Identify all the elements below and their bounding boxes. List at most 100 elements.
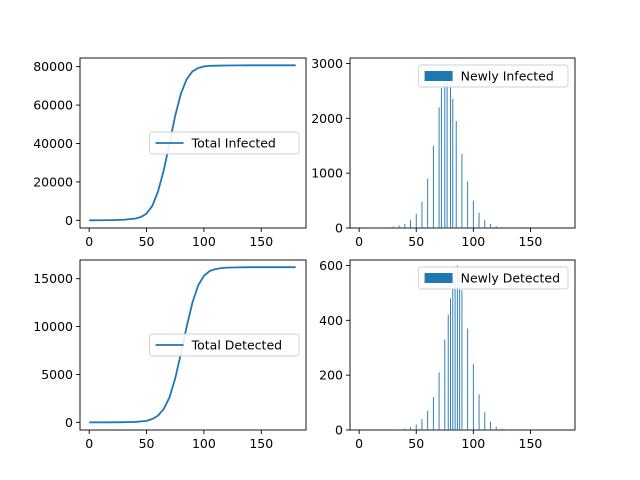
- x-tick-label: 100: [192, 234, 216, 249]
- bar: [440, 88, 442, 228]
- x-tick-label: 100: [461, 234, 485, 249]
- axes-frame: [79, 57, 307, 229]
- bar: [438, 107, 440, 228]
- y-tick-label: 80000: [33, 59, 73, 74]
- bar: [478, 394, 480, 430]
- y-tick-label: 20000: [33, 174, 73, 189]
- plot-area: [89, 266, 296, 424]
- x-tick-label: 0: [355, 234, 363, 249]
- legend-frame: [418, 266, 569, 290]
- x-tick-label: 150: [519, 436, 543, 451]
- bar: [459, 276, 461, 430]
- y-tick-label: 3000: [311, 56, 343, 71]
- bar: [387, 227, 389, 228]
- legend-frame: [149, 131, 300, 155]
- x-tick-label: 0: [85, 436, 93, 451]
- y-tick-label: 0: [335, 423, 343, 438]
- bar: [446, 70, 448, 228]
- y-tick-label: 10000: [33, 319, 73, 334]
- bar: [410, 220, 411, 228]
- y-tick-label: 15000: [33, 271, 73, 286]
- legend: Total Infected: [149, 131, 300, 155]
- legend: Newly Detected: [418, 266, 569, 290]
- y-tick-label: 40000: [33, 136, 73, 151]
- bar: [450, 298, 451, 430]
- bar: [501, 227, 503, 228]
- bar: [495, 226, 497, 228]
- legend-label: Newly Detected: [461, 271, 560, 286]
- bar: [467, 181, 469, 228]
- x-tick-label: 100: [461, 436, 485, 451]
- x-tick-label: 50: [408, 436, 424, 451]
- bar: [484, 219, 486, 228]
- bar: [472, 364, 474, 430]
- bar: [507, 429, 509, 430]
- bar: [452, 281, 454, 430]
- bar: [432, 397, 434, 430]
- x-tick-label: 50: [139, 436, 155, 451]
- y-tick-label: 0: [65, 213, 73, 228]
- y-tick-label: 0: [335, 221, 343, 236]
- x-tick-label: 100: [192, 436, 216, 451]
- bar: [456, 265, 458, 430]
- y-tick-label: 60000: [33, 98, 73, 113]
- bar: [398, 429, 400, 430]
- bar: [461, 153, 463, 228]
- plot-area: [392, 265, 514, 430]
- axes-frame: [349, 57, 576, 229]
- x-tick-label: 50: [139, 234, 155, 249]
- bar: [455, 121, 457, 228]
- bar: [410, 427, 411, 430]
- y-tick-label: 2000: [311, 111, 343, 126]
- bar: [490, 223, 491, 228]
- legend-patch-swatch: [424, 71, 453, 81]
- subplot-2: 0 50 100 150 0 1000 2000 3000 Newly Infected: [311, 56, 576, 249]
- bar: [421, 419, 423, 430]
- legend-frame: [418, 64, 569, 88]
- axes-frame: [79, 259, 307, 431]
- legend-label: Newly Infected: [461, 69, 554, 84]
- bar: [444, 339, 446, 430]
- bar: [398, 225, 400, 228]
- bar: [392, 226, 394, 228]
- axes-frame: [349, 259, 576, 431]
- bar: [452, 99, 454, 228]
- y-tick-label: 1000: [311, 166, 343, 181]
- x-tick-label: 150: [249, 436, 273, 451]
- bar: [478, 212, 480, 228]
- bar: [427, 410, 429, 430]
- bar: [461, 290, 463, 430]
- bar: [472, 200, 474, 228]
- legend: Newly Infected: [418, 64, 569, 88]
- bar: [490, 421, 491, 430]
- y-tick-label: 400: [319, 313, 343, 328]
- series-line: [89, 266, 296, 424]
- bar: [467, 328, 469, 430]
- y-tick-label: 600: [319, 258, 343, 273]
- bar: [501, 428, 503, 430]
- bar: [432, 145, 434, 228]
- legend-label: Total Infected: [191, 136, 276, 151]
- x-tick-label: 150: [249, 234, 273, 249]
- x-tick-label: 0: [85, 234, 93, 249]
- bar: [444, 68, 446, 228]
- bar: [421, 201, 423, 228]
- y-tick-label: 0: [65, 415, 73, 430]
- subplot-4: 0 50 100 150 0 200 400 600 Newly Detected: [319, 258, 576, 451]
- x-tick-label: 0: [355, 436, 363, 451]
- legend: Total Detected: [149, 333, 300, 357]
- bar: [454, 268, 456, 430]
- y-tick-label: 5000: [41, 367, 73, 382]
- bar: [427, 178, 429, 228]
- y-tick-label: 200: [319, 368, 343, 383]
- plot-area: [370, 68, 520, 228]
- subplot-3: 0 50 100 150 0 5000 10000 15000 Total Detected: [33, 259, 307, 451]
- bar: [484, 412, 486, 430]
- legend-label: Total Detected: [191, 338, 282, 353]
- bar: [447, 314, 449, 430]
- legend-patch-swatch: [424, 273, 453, 283]
- bar: [404, 223, 406, 228]
- plot-area: [89, 64, 296, 222]
- subplot-1: 0 50 100 150 0 20000 40000 60000 80000 Total Infe…: [33, 57, 307, 249]
